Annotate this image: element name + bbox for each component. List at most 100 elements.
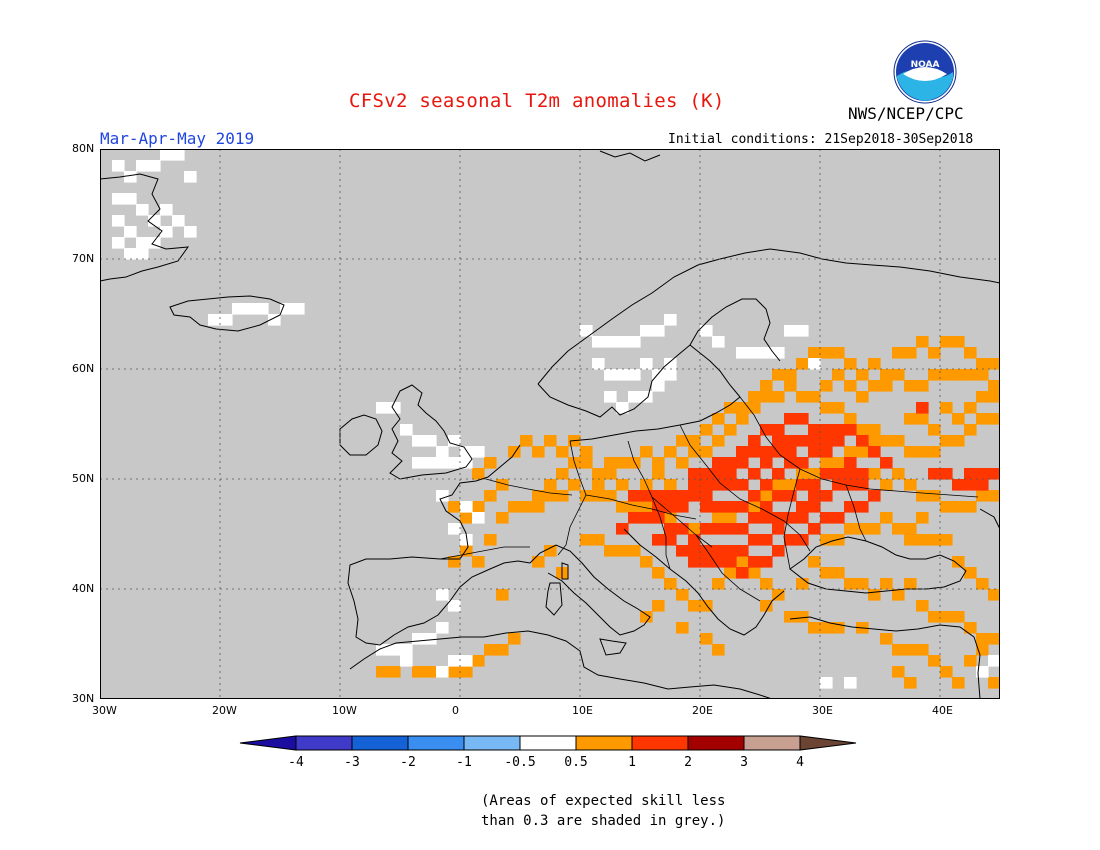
anomaly-cell (712, 644, 725, 656)
anomaly-cell (472, 501, 485, 513)
anomaly-cell (724, 468, 737, 480)
anomaly-cell (508, 446, 521, 458)
anomaly-cell (628, 391, 641, 403)
anomaly-cell (400, 655, 413, 667)
anomaly-cell (904, 380, 917, 392)
anomaly-cell (760, 512, 773, 524)
anomaly-cell (640, 391, 653, 403)
anomaly-cell (496, 512, 509, 524)
anomaly-cell (916, 534, 929, 546)
anomaly-cell (808, 622, 821, 634)
anomaly-cell (232, 303, 245, 315)
anomaly-cell (112, 215, 125, 227)
anomaly-cell (748, 402, 761, 414)
legend-swatch (575, 735, 633, 751)
anomaly-cell (784, 380, 797, 392)
anomaly-cells (112, 149, 1000, 689)
anomaly-cell (712, 479, 725, 491)
anomaly-cell (772, 424, 785, 436)
anomaly-cell (940, 435, 953, 447)
anomaly-cell (904, 644, 917, 656)
anomaly-cell (760, 501, 773, 513)
anomaly-cell (736, 545, 749, 557)
anomaly-cell (784, 457, 797, 469)
anomaly-cell (712, 523, 725, 535)
anomaly-cell (616, 457, 629, 469)
legend-swatch (743, 735, 801, 751)
anomaly-cell (916, 600, 929, 612)
anomaly-cell (928, 424, 941, 436)
anomaly-cell (688, 534, 701, 546)
anomaly-cell (472, 446, 485, 458)
anomaly-cell (460, 457, 473, 469)
anomaly-cell (772, 479, 785, 491)
anomaly-cell (496, 479, 509, 491)
anomaly-cell (460, 545, 473, 557)
anomaly-cell (820, 424, 833, 436)
anomaly-cell (604, 468, 617, 480)
anomaly-cell (664, 512, 677, 524)
legend-tick-label: -1 (456, 755, 472, 770)
anomaly-cell (976, 391, 989, 403)
anomaly-cell (880, 457, 893, 469)
anomaly-cell (676, 523, 689, 535)
anomaly-cell (124, 171, 137, 183)
anomaly-cell (388, 402, 401, 414)
anomaly-cell (844, 358, 857, 370)
anomaly-cell (508, 501, 521, 513)
legend-tick-label: 3 (740, 755, 748, 770)
anomaly-cell (736, 501, 749, 513)
anomaly-cell (988, 589, 1000, 601)
anomaly-cell (688, 446, 701, 458)
anomaly-cell (856, 446, 869, 458)
anomaly-cell (868, 490, 881, 502)
anomaly-cell (736, 567, 749, 579)
anomaly-cell (424, 457, 437, 469)
anomaly-cell (796, 578, 809, 590)
latitude-tick-label: 30N (72, 692, 95, 705)
anomaly-cell (664, 369, 677, 381)
anomaly-cell (796, 413, 809, 425)
anomaly-cell (952, 369, 965, 381)
anomaly-cell (616, 336, 629, 348)
anomaly-cell (988, 633, 1000, 645)
anomaly-cell (724, 556, 737, 568)
anomaly-cell (988, 391, 1000, 403)
anomaly-cell (772, 435, 785, 447)
anomaly-cell (664, 490, 677, 502)
anomaly-cell (988, 677, 1000, 689)
anomaly-cell (628, 336, 641, 348)
anomaly-cell (724, 402, 737, 414)
anomaly-cell (784, 435, 797, 447)
anomaly-cell (688, 545, 701, 557)
anomaly-cell (652, 468, 665, 480)
anomaly-cell (640, 325, 653, 337)
anomaly-cell (880, 633, 893, 645)
anomaly-cell (112, 160, 125, 172)
anomaly-cell (664, 479, 677, 491)
anomaly-cell (952, 677, 965, 689)
anomaly-cell (652, 512, 665, 524)
anomaly-cell (976, 479, 989, 491)
anomaly-cell (904, 413, 917, 425)
anomaly-cell (424, 633, 437, 645)
anomaly-cell (820, 446, 833, 458)
anomaly-cell (628, 501, 641, 513)
anomaly-cell (268, 314, 281, 326)
anomaly-cell (652, 567, 665, 579)
latitude-tick-label: 80N (72, 142, 95, 155)
anomaly-cell (868, 435, 881, 447)
anomaly-cell (988, 655, 1000, 667)
anomaly-cell (676, 545, 689, 557)
legend-tick-label: 0.5 (564, 755, 587, 770)
anomaly-cell (796, 501, 809, 513)
anomaly-cell (964, 347, 977, 359)
anomaly-cell (856, 578, 869, 590)
anomaly-cell (676, 435, 689, 447)
anomaly-cell (832, 479, 845, 491)
anomaly-cell (928, 347, 941, 359)
latitude-tick-label: 40N (72, 582, 95, 595)
anomaly-cell (964, 369, 977, 381)
anomaly-cell (712, 512, 725, 524)
anomaly-cell (976, 413, 989, 425)
